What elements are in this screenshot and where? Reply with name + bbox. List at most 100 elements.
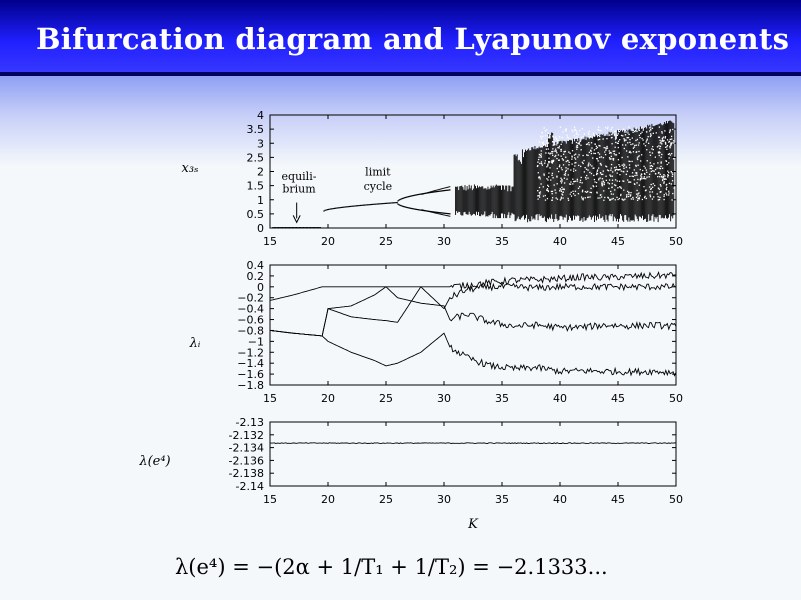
chaos-gap <box>575 153 577 155</box>
chaos-gap <box>621 198 623 200</box>
chaos-gap <box>591 136 593 138</box>
chaos-gap <box>665 160 667 162</box>
chaos-gap <box>612 159 615 161</box>
y-tick-label: -2.134 <box>229 442 264 455</box>
period-doubling-point <box>446 212 448 215</box>
limit-cycle-point <box>337 207 339 209</box>
chaos-gap <box>547 135 549 137</box>
chaos-gap <box>649 162 652 164</box>
chaos-gap <box>542 135 544 137</box>
limit-cycle-point <box>384 202 387 205</box>
chaos-gap <box>538 153 540 156</box>
chaos-gap <box>634 144 636 147</box>
chaos-gap <box>593 178 596 181</box>
chaos-gap <box>567 199 570 201</box>
period-doubling-point <box>428 192 431 194</box>
chaos-gap <box>580 176 582 179</box>
x-tick-label: 50 <box>669 392 683 405</box>
chaos-gap <box>636 130 638 133</box>
chaos-gap <box>657 136 660 138</box>
chaos-gap <box>666 146 668 148</box>
period-doubling-point <box>415 208 417 210</box>
chaos-gap <box>564 150 567 153</box>
chaos-gap <box>592 185 595 188</box>
chaos-gap <box>658 188 660 190</box>
chaos-gap <box>596 172 599 175</box>
chaos-gap <box>559 126 562 128</box>
chaos-gap <box>632 129 634 131</box>
chaos-gap <box>591 165 593 167</box>
equilibrium-point <box>280 227 282 229</box>
period-doubling-point <box>432 190 434 192</box>
chaos-gap <box>553 184 555 186</box>
chaos-gap <box>651 148 653 150</box>
chaos-gap <box>617 133 619 135</box>
chaos-gap <box>569 193 571 195</box>
chaos-gap <box>547 179 549 181</box>
chaos-gap <box>546 166 548 168</box>
chaos-gap <box>593 134 595 136</box>
chaos-gap <box>587 177 589 179</box>
period-doubling-point <box>419 193 421 195</box>
equilibrium-point <box>301 227 303 229</box>
limit-cycle-point <box>370 203 373 206</box>
period-doubling-point <box>413 194 415 197</box>
chaos-gap <box>542 141 544 144</box>
period-doubling-point <box>448 186 450 188</box>
chaos-gap <box>551 190 554 193</box>
chaos-gap <box>635 144 637 146</box>
chaos-gap <box>658 145 660 147</box>
chaos-gap <box>606 137 608 140</box>
chaos-gap <box>587 196 589 199</box>
period-doubling-point <box>445 189 447 191</box>
chaos-gap <box>547 189 549 192</box>
chaos-gap <box>661 139 664 141</box>
lyapunov-sum-formula: λ(e⁴) = −(2α + 1/T₁ + 1/T₂) = −2.1333... <box>175 555 608 579</box>
chaos-gap <box>637 164 639 166</box>
chaos-gap <box>558 145 561 147</box>
limit-cycle-point <box>391 202 393 204</box>
chaos-gap <box>590 191 593 194</box>
chaos-gap <box>547 152 550 154</box>
chaos-gap <box>649 154 652 156</box>
y-tick-label: 0 <box>257 281 264 294</box>
chaos-gap <box>668 192 670 194</box>
period-doubling-point <box>432 191 434 193</box>
chaos-gap <box>541 146 543 148</box>
chaos-gap <box>628 151 631 154</box>
chaos-gap <box>638 198 640 200</box>
period-doubling-point <box>439 190 441 192</box>
equilibrium-point <box>307 227 309 229</box>
chaos-gap <box>627 195 630 198</box>
period-doubling-point <box>442 212 445 214</box>
y-tick-label: 1.5 <box>247 180 265 193</box>
chaos-gap <box>650 134 652 136</box>
chaos-gap <box>616 168 618 171</box>
chaos-gap <box>566 159 569 162</box>
chaos-gap <box>666 148 668 151</box>
chaos-gap <box>588 130 590 133</box>
period-doubling-point <box>406 206 408 209</box>
equilibrium-point <box>298 227 300 229</box>
period-doubling-point <box>418 193 420 195</box>
y-tick-label: −1.6 <box>237 368 264 381</box>
chaos-gap <box>561 193 563 195</box>
period-doubling-point <box>435 212 437 214</box>
chaos-gap <box>670 143 673 145</box>
chaos-gap <box>636 172 638 174</box>
chaos-gap <box>627 156 629 158</box>
chaos-gap <box>576 148 578 150</box>
chaos-gap <box>574 128 576 131</box>
chaos-gap <box>669 154 672 156</box>
limit-cycle-point <box>341 206 344 208</box>
period-doubling-point <box>447 213 449 215</box>
chaos-gap <box>560 143 562 146</box>
x-tick-label: 50 <box>669 235 683 248</box>
chaos-gap <box>564 174 567 176</box>
chaos-gap <box>611 198 613 200</box>
chaos-gap <box>591 147 593 149</box>
chaos-gap <box>581 182 583 184</box>
chaos-gap <box>617 198 619 201</box>
chaos-gap <box>634 174 636 177</box>
chart-panel-1: 15 20 25 30 35 40 45 50 00.511.52 2.533.54 x₃ₛ equi… <box>182 109 683 248</box>
